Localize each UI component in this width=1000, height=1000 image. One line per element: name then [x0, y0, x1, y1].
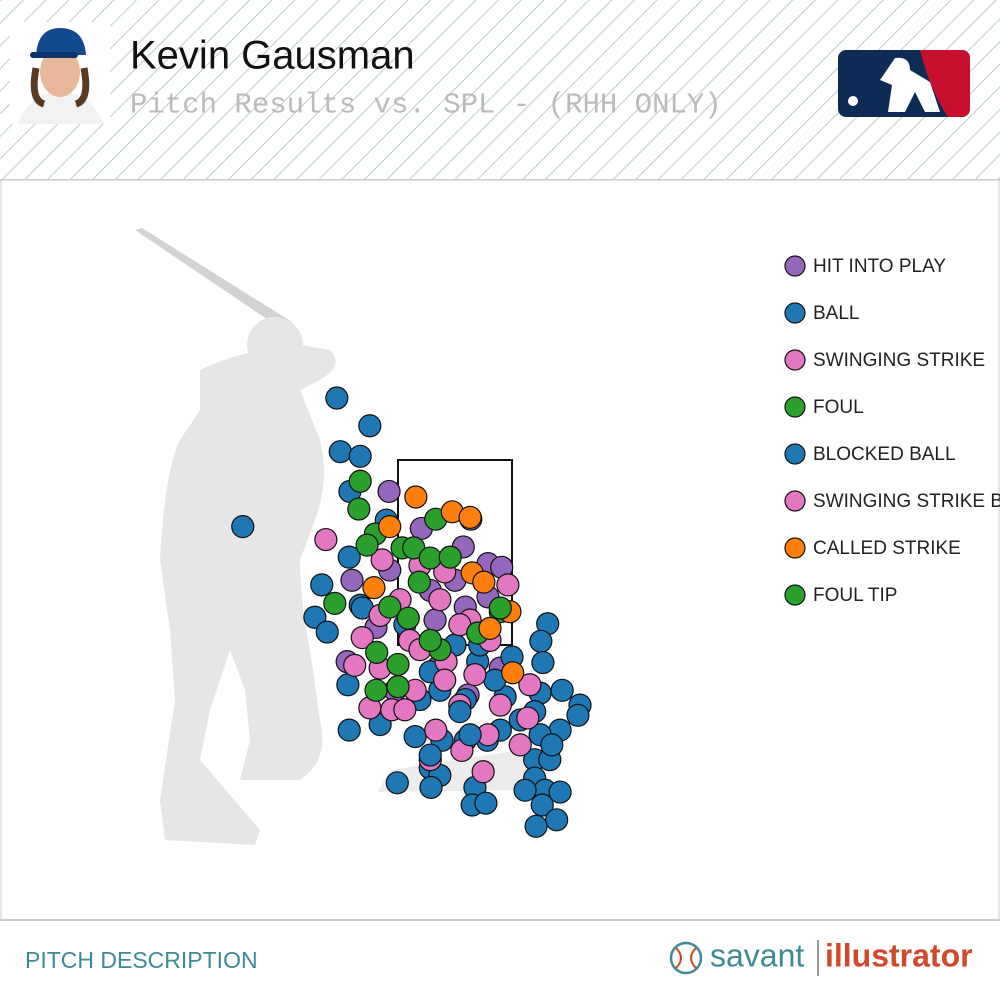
- pitch-point: [348, 469, 372, 493]
- pitch-point: [488, 693, 512, 717]
- pitch-point: [328, 440, 352, 464]
- player-photo: [10, 22, 110, 124]
- legend-marker: [784, 537, 806, 559]
- pitch-point: [419, 775, 443, 800]
- savant-logo: [669, 940, 819, 976]
- pitch-point: [377, 479, 401, 504]
- pitch-point: [458, 505, 482, 529]
- pitch-point: [424, 718, 448, 742]
- pitch-point: [518, 673, 542, 697]
- pitch-point: [545, 808, 569, 832]
- title: Kevin Gausman: [130, 34, 415, 78]
- pitch-point: [315, 620, 339, 644]
- pitch-point: [458, 723, 482, 747]
- legend-marker: [784, 584, 806, 606]
- pitch-point: [407, 570, 431, 594]
- pitch-point: [378, 595, 402, 619]
- pitch-point: [438, 545, 462, 569]
- footer-label: PITCH DESCRIPTION: [25, 947, 258, 973]
- legend-label: BALL: [813, 303, 859, 324]
- pitch-point: [310, 573, 334, 597]
- brand-right: illustrator: [825, 937, 973, 973]
- pitch-point: [418, 546, 442, 570]
- pitch-point: [418, 628, 442, 652]
- legend-marker: [784, 302, 806, 324]
- pitch-point: [370, 548, 394, 572]
- mlb-logo: [838, 50, 970, 117]
- legend-label: CALLED STRIKE: [813, 538, 961, 559]
- legend-label: FOUL TIP: [813, 585, 897, 606]
- pitch-point: [355, 533, 379, 557]
- pitch-point: [566, 703, 590, 727]
- brand-left: savant: [710, 937, 804, 973]
- pitch-point: [340, 568, 364, 592]
- pitch-point: [496, 573, 520, 597]
- pitch-point: [488, 596, 512, 620]
- pitch-point: [365, 640, 389, 665]
- pitch-point: [347, 497, 371, 521]
- pitch-point: [348, 444, 372, 468]
- header-bg: [0, 0, 1000, 180]
- pitch-point: [530, 793, 554, 817]
- pitch-point: [524, 814, 548, 838]
- pitch-point: [343, 653, 367, 677]
- pitch-point: [501, 661, 525, 685]
- legend-marker: [784, 255, 806, 277]
- points: [231, 386, 592, 838]
- pitch-point: [337, 545, 361, 569]
- pitch-point: [428, 588, 452, 612]
- pitch-point: [508, 733, 532, 757]
- pitch-point: [386, 652, 410, 677]
- pitch-point: [337, 718, 361, 742]
- pitch-point: [474, 791, 498, 815]
- pitch-point: [550, 678, 574, 702]
- legend-marker: [784, 490, 806, 512]
- pitch-point: [529, 629, 553, 653]
- pitch-point: [471, 760, 495, 784]
- pitch-point: [358, 414, 382, 438]
- pitch-point: [378, 514, 402, 539]
- pitch-point: [364, 678, 388, 702]
- legend-marker: [784, 443, 806, 465]
- legend-marker: [784, 349, 806, 371]
- legend-marker: [784, 396, 806, 418]
- pitch-point: [478, 616, 502, 640]
- legend-label: BLOCKED BALL: [813, 444, 956, 465]
- pitch-point: [323, 591, 347, 615]
- pitch-point: [531, 650, 555, 675]
- pitch-point: [418, 743, 442, 767]
- pitch-point: [433, 668, 457, 692]
- legend-label: SWINGING STRIKE BLOCKED: [813, 491, 1000, 512]
- pitch-point: [362, 576, 386, 600]
- legend-label: HIT INTO PLAY: [813, 256, 946, 277]
- pitch-point: [404, 485, 428, 509]
- legend-label: SWINGING STRIKE: [813, 350, 985, 371]
- pitch-point: [403, 724, 427, 749]
- pitch-point: [336, 673, 360, 697]
- pitch-point: [516, 706, 540, 730]
- pitch-point: [540, 733, 564, 757]
- pitch-point: [314, 527, 338, 552]
- pitch-point: [548, 780, 572, 804]
- pitch-point: [423, 608, 447, 632]
- pitch-point: [463, 662, 487, 687]
- pitch-point: [350, 625, 374, 650]
- legend-label: FOUL: [813, 397, 864, 418]
- pitch-point: [396, 606, 420, 630]
- pitch-point: [325, 386, 349, 410]
- pitch-point: [231, 514, 255, 539]
- pitch-point: [385, 771, 409, 795]
- pitch-point: [513, 778, 537, 802]
- pitch-point: [393, 698, 417, 722]
- batter-silhouette: [135, 228, 535, 845]
- subtitle: Pitch Results vs. SPL - (RHH ONLY): [130, 89, 722, 122]
- pitch-point: [386, 675, 410, 699]
- pitch-point: [472, 570, 496, 594]
- pitch-point: [448, 699, 472, 724]
